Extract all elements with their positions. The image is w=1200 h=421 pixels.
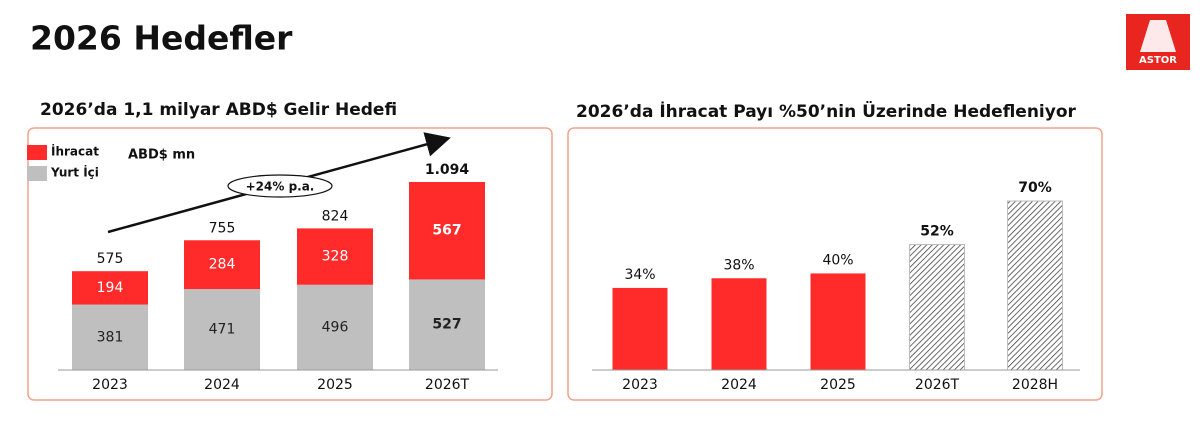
bar [1007,200,1063,371]
segment-label: 194 [97,280,124,296]
segment-label: 496 [322,319,349,335]
bar [711,278,767,370]
bar-segment [409,182,485,280]
bar [909,243,965,371]
x-tick-label: 2028H [1012,377,1058,393]
legend-swatch [27,145,47,160]
total-label: 575 [97,251,124,267]
page-title: 2026 Hedefler [30,19,293,58]
x-tick-label: 2025 [820,377,856,393]
bar-segment [297,284,373,370]
x-tick-label: 2026T [915,377,960,393]
segment-label: 471 [209,322,236,338]
total-label: 755 [209,220,236,236]
annotation: +24% p.a. [246,180,315,194]
segment-label: 567 [432,223,461,239]
legend-label: İhracat [51,144,99,159]
segment-label: 284 [209,257,236,273]
annotation-bubble [227,174,333,198]
total-label: 1.094 [425,162,470,178]
bar [612,287,668,370]
value-label: 38% [723,257,754,273]
bar [810,273,866,370]
x-tick-label: 2024 [721,377,757,393]
x-tick-label: 2026T [425,377,470,393]
unit-label: ABD$ mn [128,148,195,163]
logo-text: ASTOR [1139,55,1177,66]
value-label: 52% [920,223,954,239]
value-label: 34% [624,267,655,283]
chart-title: 2026’da İhracat Payı %50’nin Üzerinde He… [576,100,1077,122]
value-label: 40% [822,252,853,268]
legend-label: Yurt İçi [50,165,99,180]
bar-segment [409,279,485,370]
bar-segment [297,228,373,285]
bar-segment [72,271,148,305]
segment-label: 527 [432,317,461,333]
x-tick-label: 2023 [92,377,128,393]
bar-segment [184,240,260,290]
segment-label: 381 [97,329,124,345]
panel [567,127,1103,401]
bar-segment [184,289,260,370]
panel [27,127,553,401]
bar-segment [72,304,148,370]
x-tick-label: 2025 [317,377,353,393]
total-label: 824 [322,208,349,224]
value-label: 70% [1018,180,1052,196]
x-tick-label: 2024 [204,377,240,393]
logo-icon [1140,20,1176,52]
legend-swatch [27,166,47,181]
chart-title: 2026’da 1,1 milyar ABD$ Gelir Hedefi [40,100,397,120]
x-tick-label: 2023 [622,377,658,393]
segment-label: 328 [322,249,349,265]
